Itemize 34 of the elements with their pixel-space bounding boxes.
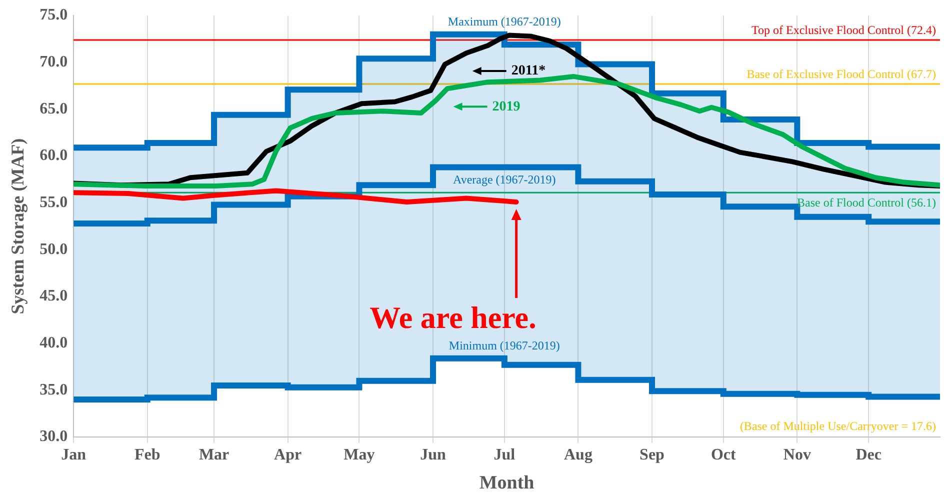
x-tick-label: Mar — [198, 446, 230, 464]
y-tick-label: 70.0 — [40, 54, 68, 71]
annotation: We are here. — [370, 300, 536, 335]
y-tick-label: 50.0 — [40, 240, 68, 258]
annotation: (Base of Multiple Use/Carryover = 17.6) — [740, 419, 936, 434]
x-tick-label: Oct — [710, 446, 737, 464]
x-tick-label: Feb — [134, 446, 160, 464]
y-tick-label: 45.0 — [40, 288, 68, 305]
x-tick-label: Aug — [564, 446, 592, 464]
x-tick-label: Apr — [274, 446, 302, 464]
x-tick-label: Dec — [856, 446, 882, 464]
x-axis-title: Month — [479, 472, 535, 494]
ref-line-label: Top of Exclusive Flood Control (72.4) — [752, 23, 936, 38]
x-tick-label: Jan — [61, 446, 86, 464]
legend-label: 2011* — [511, 64, 546, 79]
x-tick-label: Sep — [640, 446, 665, 464]
x-tick-label: Jul — [494, 446, 516, 464]
y-axis-title: System Storage (MAF) — [7, 138, 28, 314]
x-tick-label: May — [344, 446, 375, 464]
y-tick-label: 60.0 — [40, 147, 68, 164]
series-label: Maximum (1967-2019) — [448, 14, 561, 28]
y-tick-label: 65.0 — [40, 100, 68, 118]
series-label: Minimum (1967-2019) — [448, 338, 560, 352]
y-tick-label: 30.0 — [40, 428, 68, 446]
legend-label: 2019 — [492, 99, 520, 114]
x-tick-label: Jun — [420, 446, 446, 464]
x-tick-label: Nov — [783, 446, 811, 464]
y-tick-label: 55.0 — [40, 194, 68, 212]
series-label: Average (1967-2019) — [453, 172, 556, 186]
ref-line-label: Base of Flood Control (56.1) — [797, 196, 936, 210]
y-tick-label: 75.0 — [40, 6, 68, 24]
y-tick-label: 35.0 — [40, 381, 68, 398]
y-tick-label: 40.0 — [40, 334, 68, 352]
ref-line-label: Base of Exclusive Flood Control (67.7) — [746, 67, 936, 82]
